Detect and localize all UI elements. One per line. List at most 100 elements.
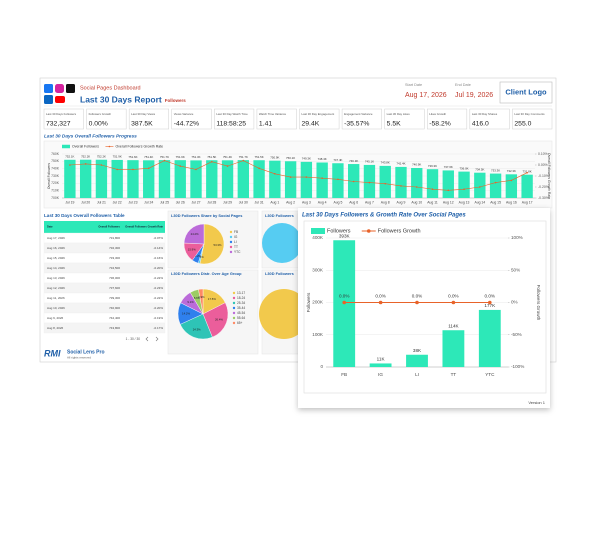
kpi-value: 1.41 — [259, 120, 272, 127]
pie-label: 5.6% — [194, 296, 201, 300]
bar-label: 743.8K — [381, 161, 390, 165]
bar — [300, 161, 313, 198]
covered-pie — [259, 289, 309, 339]
growth-point — [210, 160, 213, 163]
legend-label: Followers Growth — [378, 228, 421, 234]
y2-tick-label: 50% — [511, 267, 520, 272]
section-title: Last 30 Days Overall Followers Progress — [44, 133, 137, 139]
x-tick-label: Aug 11 — [427, 200, 438, 204]
pie-label: 26.4% — [215, 318, 223, 322]
growth-line — [69, 160, 528, 191]
logo-box — [499, 81, 553, 104]
bar-label: 751.7K — [160, 155, 169, 159]
bar-label: 177K — [484, 303, 496, 308]
growth-point — [337, 178, 339, 181]
pie-slice — [183, 223, 205, 245]
brand: RMI — [44, 348, 61, 358]
kpi-label: Followers Growth — [89, 112, 112, 116]
prev-arrow[interactable] — [145, 336, 149, 342]
kpi-label: Last 30 Day Shares — [472, 112, 498, 116]
client-logo: Client Logo — [505, 87, 547, 96]
pie-label: 15.9% — [188, 248, 196, 252]
legend-label: 35-44 — [237, 306, 245, 310]
dashboard: Social Pages Dashboard Last 30 Days Repor… — [43, 83, 553, 359]
end-date-label: End Date — [455, 83, 471, 87]
growth-point — [378, 300, 383, 305]
table-row — [43, 322, 166, 334]
x-tick-label: Aug 7 — [365, 200, 374, 204]
growth-label: 0.0% — [412, 293, 422, 298]
bar — [369, 363, 392, 367]
table-cell: -0.20% — [153, 306, 163, 310]
table-header-cell: Overall Followers — [98, 225, 120, 229]
x-tick-label: Jul 31 — [255, 200, 264, 204]
y-tick-label: 700K — [51, 196, 60, 200]
pie-slice — [202, 302, 229, 338]
legend-dot — [232, 321, 236, 325]
x-tick-label: Aug 8 — [381, 200, 390, 204]
instagram-icon — [55, 84, 64, 93]
growth-point — [415, 300, 419, 305]
table-cell: Aug 11, 2026 — [47, 296, 65, 300]
x-tick-label: TT — [451, 372, 457, 377]
y2-axis-title: Overall Followers Growth Rate — [547, 153, 551, 199]
table-cell: -0.20% — [153, 266, 163, 270]
growth-point — [84, 163, 87, 165]
table-cell: -0.16% — [153, 256, 163, 260]
table-cell: -0.19% — [153, 316, 163, 320]
y-axis-title: Overall Followers — [47, 163, 51, 189]
kpi-label: Last 30 Day Views — [131, 112, 155, 116]
x-tick-label: Aug 4 — [318, 200, 327, 204]
kpi-label: Last 30 Days Followers — [46, 112, 77, 116]
y-axis-title: Followers — [306, 292, 311, 312]
kpi-label: Likes Growth — [429, 112, 446, 116]
next-arrow[interactable] — [155, 336, 159, 342]
covered-pie — [262, 223, 302, 263]
table-cell: Aug 17, 2026 — [47, 236, 65, 240]
bar-label: 750.9K — [270, 155, 279, 159]
growth-point — [352, 180, 355, 183]
pagination: 1 - 30 / 30 — [126, 337, 141, 341]
growth-point — [384, 182, 387, 185]
bar — [316, 162, 328, 198]
growth-point — [163, 159, 166, 162]
bar — [111, 159, 123, 198]
legend-label: 25-34 — [237, 301, 245, 305]
y-tick-label: 740K — [51, 167, 60, 171]
table-cell: 739,300 — [109, 296, 120, 300]
table-cell: Aug 8, 2026 — [47, 326, 64, 330]
kpi-card — [256, 108, 297, 130]
report-title: Last 30 Days Report — [80, 94, 162, 104]
bar-label: 751.7K — [239, 155, 248, 159]
legend-dot — [229, 240, 233, 244]
bar — [442, 170, 454, 198]
linkedin-icon — [44, 95, 53, 104]
kpi-value: -44.72% — [174, 120, 199, 127]
y-tick-label: 100K — [312, 332, 324, 337]
kpi-card — [299, 108, 340, 130]
bar — [426, 169, 439, 198]
table-cell: -0.22% — [153, 276, 163, 280]
legend-dot — [232, 291, 236, 295]
table-cell: Aug 12, 2026 — [47, 286, 65, 290]
y2-tick-label: 100% — [511, 235, 523, 240]
legend-dot — [232, 311, 236, 315]
bar-label: 742.4K — [396, 162, 405, 166]
pie-label: 24.2% — [191, 232, 199, 236]
kpi-value: -35.57% — [344, 120, 369, 127]
kpi-value: -58.2% — [429, 120, 451, 127]
bar-label: 737.6K — [444, 165, 453, 169]
pie-title: L30D Followers — [265, 213, 294, 218]
table-cell: 734,500 — [109, 266, 120, 270]
growth-point — [451, 300, 456, 305]
kpi-label: Last 30 Day Comments — [514, 112, 545, 116]
table-cell: -0.23% — [153, 286, 163, 290]
bar-label: 38K — [413, 348, 422, 353]
kpi-value: 387.5K — [131, 120, 153, 127]
y2-axis-title: Followers Growth — [536, 285, 541, 321]
pie-label: 14.2% — [182, 311, 190, 315]
x-tick-label: Aug 5 — [333, 200, 342, 204]
y-tick-label: 720K — [51, 181, 60, 185]
legend-label: FB — [234, 230, 238, 234]
bar — [332, 163, 344, 198]
